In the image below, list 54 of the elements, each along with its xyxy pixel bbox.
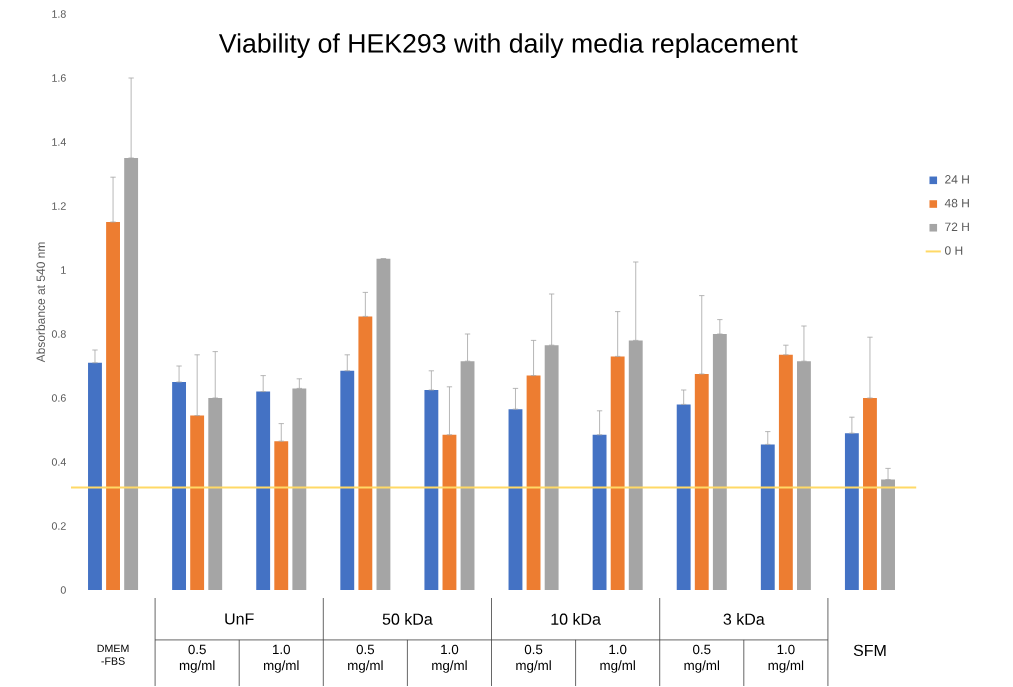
text: 10 kDa — [551, 613, 601, 625]
legend-label: 72 H — [945, 222, 969, 231]
y-tick-label: 0.6 — [51, 394, 66, 402]
bar — [863, 398, 877, 590]
bar — [106, 222, 120, 590]
bar — [424, 390, 439, 590]
y-tick-label: 0 — [60, 586, 66, 594]
y-tick-label: 0.4 — [51, 458, 66, 466]
bar — [844, 433, 859, 590]
y-tick-label: 0.8 — [51, 330, 66, 338]
bar — [442, 434, 457, 590]
text: 3 kDa — [723, 613, 765, 625]
bar — [208, 398, 223, 590]
bar — [358, 316, 373, 590]
bar — [274, 441, 289, 590]
y-tick-label: 1.8 — [52, 10, 66, 18]
y-tick-label: 0.2 — [51, 522, 66, 530]
x-tick-label: DMEM -FBS — [97, 644, 129, 665]
bar — [88, 362, 102, 590]
bar — [526, 375, 541, 590]
legend-label: 24 H — [945, 175, 969, 184]
bar — [778, 354, 793, 590]
bar — [172, 382, 187, 590]
x-tick-label: 0.5 mg/ml — [179, 644, 215, 673]
bar — [376, 258, 391, 590]
bar — [124, 158, 139, 590]
x-tick-label: 1.0 mg/ml — [432, 644, 467, 673]
y-axis-title: Absorbance at 540 nm — [36, 242, 45, 363]
bar — [256, 391, 271, 590]
x-tick-label: 1.0 mg/ml — [600, 644, 635, 673]
text: 50 kDa — [382, 613, 433, 625]
legend-label: 0 H — [944, 246, 963, 255]
y-tick-label: 1.2 — [52, 202, 66, 210]
x-tick-label: SFM — [853, 644, 886, 657]
y-tick-label: 1.4 — [52, 138, 66, 146]
legend-label: 48 H — [944, 198, 969, 208]
x-tick-label: 0.5 mg/ml — [348, 644, 383, 673]
y-tick-label: 1 — [61, 266, 66, 274]
bar — [676, 404, 691, 590]
bar — [694, 374, 709, 590]
bar — [340, 370, 355, 590]
x-tick-label: 0.5 mg/ml — [684, 644, 720, 673]
x-tick-label: 0.5 mg/ml — [516, 644, 551, 673]
bar — [592, 434, 607, 590]
x-tick-label: 1.0 mg/ml — [263, 644, 299, 673]
y-tick-label: 1.6 — [52, 74, 66, 82]
bar — [508, 409, 523, 590]
x-tick-label: 1.0 mg/ml — [768, 644, 804, 673]
text: Viability of HEK293 with daily media replacement — [218, 33, 798, 59]
bar — [712, 334, 727, 590]
bar — [190, 415, 205, 590]
text: UnF — [225, 613, 254, 625]
bar — [610, 356, 625, 590]
bar — [760, 444, 775, 590]
